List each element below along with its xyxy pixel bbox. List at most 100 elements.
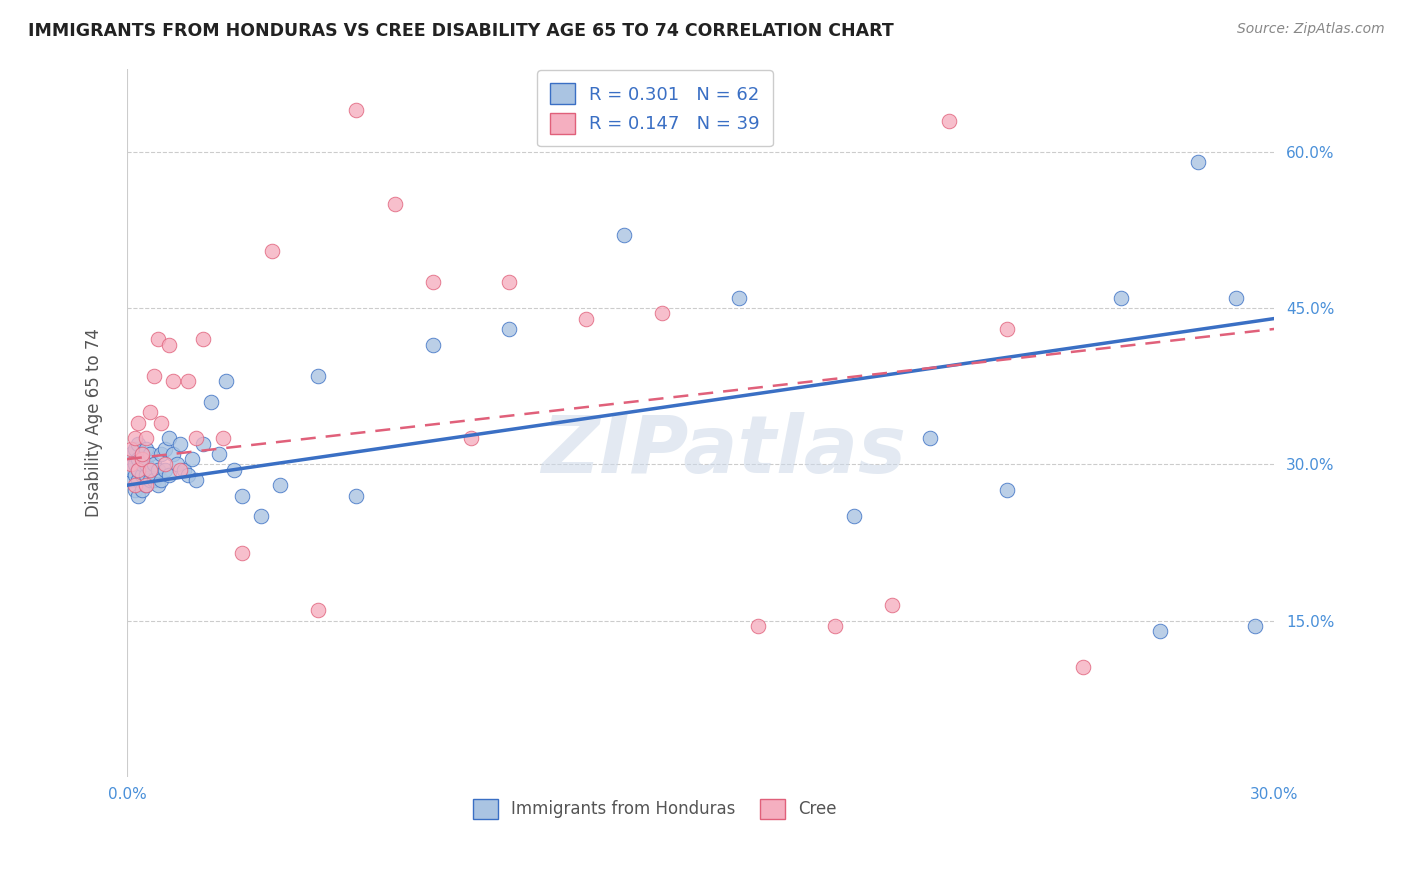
Point: [127, 436, 149, 450]
Point: [307, 368, 329, 383]
Point: [146, 332, 169, 346]
Point: [150, 473, 173, 487]
Point: [1244, 619, 1267, 633]
Point: [153, 458, 176, 472]
Point: [157, 431, 180, 445]
Point: [613, 228, 636, 243]
Point: [169, 436, 191, 450]
Point: [131, 447, 153, 461]
Point: [200, 395, 222, 409]
Point: [120, 473, 142, 487]
Point: [498, 322, 520, 336]
Point: [422, 337, 444, 351]
Point: [131, 447, 153, 461]
Point: [269, 478, 291, 492]
Point: [124, 483, 146, 498]
Point: [139, 473, 162, 487]
Point: [575, 311, 598, 326]
Point: [162, 447, 184, 461]
Point: [651, 306, 673, 320]
Point: [920, 431, 942, 445]
Point: [124, 467, 146, 482]
Point: [824, 619, 846, 633]
Point: [173, 462, 195, 476]
Point: [184, 431, 207, 445]
Point: [344, 103, 367, 118]
Text: Source: ZipAtlas.com: Source: ZipAtlas.com: [1237, 22, 1385, 37]
Point: [222, 462, 245, 476]
Point: [208, 447, 231, 461]
Point: [938, 113, 960, 128]
Point: [131, 467, 153, 482]
Point: [747, 619, 769, 633]
Point: [262, 244, 284, 258]
Point: [181, 452, 204, 467]
Point: [139, 462, 162, 476]
Point: [880, 598, 903, 612]
Point: [1071, 660, 1094, 674]
Point: [842, 509, 865, 524]
Point: [184, 473, 207, 487]
Point: [135, 478, 157, 492]
Point: [344, 489, 367, 503]
Point: [169, 462, 191, 476]
Point: [177, 374, 200, 388]
Point: [135, 478, 157, 492]
Point: [146, 462, 169, 476]
Point: [131, 452, 153, 467]
Point: [127, 452, 149, 467]
Point: [135, 431, 157, 445]
Point: [146, 478, 169, 492]
Point: [135, 458, 157, 472]
Point: [193, 436, 215, 450]
Point: [120, 442, 142, 456]
Point: [153, 462, 176, 476]
Point: [127, 489, 149, 503]
Point: [124, 478, 146, 492]
Point: [135, 442, 157, 456]
Point: [1111, 291, 1133, 305]
Point: [127, 416, 149, 430]
Point: [211, 431, 233, 445]
Point: [1187, 155, 1209, 169]
Point: [153, 442, 176, 456]
Point: [142, 458, 165, 472]
Point: [142, 473, 165, 487]
Point: [131, 458, 153, 472]
Point: [498, 275, 520, 289]
Point: [1149, 624, 1171, 638]
Point: [995, 483, 1018, 498]
Point: [157, 337, 180, 351]
Point: [177, 467, 200, 482]
Point: [249, 509, 271, 524]
Legend: Immigrants from Honduras, Cree: Immigrants from Honduras, Cree: [465, 793, 844, 825]
Point: [995, 322, 1018, 336]
Point: [150, 416, 173, 430]
Point: [166, 458, 188, 472]
Point: [120, 458, 142, 472]
Point: [231, 546, 253, 560]
Point: [307, 603, 329, 617]
Point: [127, 473, 149, 487]
Point: [384, 197, 406, 211]
Point: [142, 368, 165, 383]
Point: [162, 374, 184, 388]
Point: [139, 447, 162, 461]
Point: [127, 462, 149, 476]
Point: [120, 447, 142, 461]
Point: [124, 458, 146, 472]
Text: IMMIGRANTS FROM HONDURAS VS CREE DISABILITY AGE 65 TO 74 CORRELATION CHART: IMMIGRANTS FROM HONDURAS VS CREE DISABIL…: [28, 22, 894, 40]
Point: [1225, 291, 1247, 305]
Point: [157, 467, 180, 482]
Point: [127, 462, 149, 476]
Point: [215, 374, 238, 388]
Point: [124, 442, 146, 456]
Point: [139, 462, 162, 476]
Point: [150, 447, 173, 461]
Point: [728, 291, 751, 305]
Point: [131, 483, 153, 498]
Y-axis label: Disability Age 65 to 74: Disability Age 65 to 74: [86, 328, 103, 517]
Point: [120, 462, 142, 476]
Point: [231, 489, 253, 503]
Point: [139, 405, 162, 419]
